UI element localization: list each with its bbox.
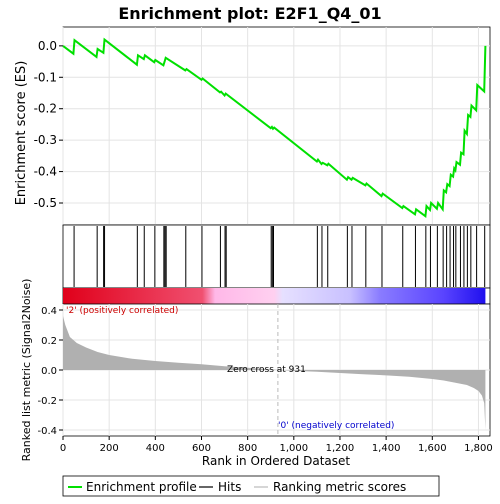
- es-y-tick-label: -0.3: [34, 133, 57, 147]
- negative-correlation-label: '0' (negatively correlated): [278, 421, 394, 431]
- x-tick-label: 1,400: [372, 443, 401, 454]
- positive-correlation-label: '2' (positively correlated): [66, 306, 178, 316]
- es-grid: [62, 27, 490, 225]
- es-panel-frame: [62, 26, 491, 226]
- metric-y-tick-label: 0.0: [41, 366, 57, 377]
- es-y-tick-label: 0.0: [38, 39, 57, 53]
- hit-lines: [73, 226, 486, 287]
- x-tick-label: 1,000: [279, 443, 308, 454]
- x-axis-label: Rank in Ordered Dataset: [202, 454, 350, 468]
- es-y-tick-label: -0.4: [34, 165, 57, 179]
- x-tick-label: 1,800: [464, 443, 493, 454]
- es-y-tick-label: -0.1: [34, 70, 57, 84]
- ranked-metric-panel: 0.4 0.2 0.0 -0.2 -0.4 0 200 400 600 800 1,000 1,20…: [37, 303, 493, 454]
- ranking-metric-area: [63, 316, 486, 430]
- x-tick-label: 800: [238, 443, 257, 454]
- heatmap-gradient: [63, 288, 486, 304]
- enrichment-profile-line: [62, 37, 487, 219]
- es-y-tick-label: -0.2: [34, 102, 57, 116]
- x-tick-label: 400: [146, 443, 165, 454]
- metric-y-tick-label: -0.4: [37, 426, 57, 437]
- es-y-ticks: 0.0 -0.1 -0.2 -0.3 -0.4 -0.5: [34, 39, 63, 210]
- es-y-axis-label: Enrichment score (ES): [14, 61, 29, 206]
- metric-y-tick-label: 0.4: [41, 306, 57, 317]
- legend: Enrichment profile Hits Ranking metric s…: [62, 475, 440, 497]
- rank-heatmap-bar: [62, 287, 491, 305]
- metric-y-tick-label: 0.2: [41, 336, 57, 347]
- zero-cross-annotation: Zero cross at 931: [227, 365, 306, 375]
- x-tick-label: 200: [100, 443, 119, 454]
- metric-y-axis-label: Ranked list metric (Signal2Noise): [20, 279, 33, 462]
- x-tick-label: 1,200: [326, 443, 355, 454]
- legend-hits-label: Hits: [218, 480, 241, 494]
- metric-x-ticks: 0 200 400 600 800 1,000 1,200 1,400 1,600 1,800: [60, 436, 493, 454]
- enrichment-score-panel: 0.0 -0.1 -0.2 -0.3 -0.4 -0.5: [34, 26, 491, 226]
- es-y-tick-label: -0.5: [34, 196, 57, 210]
- legend-ranking-metric-label: Ranking metric scores: [273, 480, 406, 494]
- x-tick-label: 1,600: [418, 443, 447, 454]
- hits-panel-frame: [62, 224, 491, 289]
- legend-enrichment-profile-label: Enrichment profile: [86, 480, 197, 494]
- x-tick-label: 600: [192, 443, 211, 454]
- chart-title: Enrichment plot: E2F1_Q4_01: [118, 4, 381, 23]
- metric-y-ticks: 0.4 0.2 0.0 -0.2 -0.4: [37, 306, 63, 437]
- hits-panel: [62, 224, 491, 289]
- x-tick-label: 0: [60, 443, 66, 454]
- metric-y-tick-label: -0.2: [37, 396, 57, 407]
- legend-frame: [62, 475, 440, 497]
